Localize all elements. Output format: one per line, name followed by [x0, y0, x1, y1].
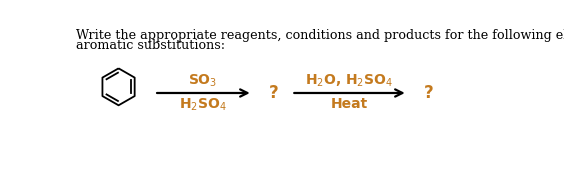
Text: SO$_3$: SO$_3$: [188, 73, 218, 89]
Text: Write the appropriate reagents, conditions and products for the following electr: Write the appropriate reagents, conditio…: [76, 29, 564, 42]
Text: Heat: Heat: [331, 97, 368, 111]
Text: H$_2$SO$_4$: H$_2$SO$_4$: [179, 97, 227, 113]
Text: H$_2$O, H$_2$SO$_4$: H$_2$O, H$_2$SO$_4$: [306, 73, 394, 89]
Text: ?: ?: [268, 84, 279, 102]
Text: ?: ?: [424, 84, 433, 102]
Text: aromatic substitutions:: aromatic substitutions:: [76, 39, 225, 52]
